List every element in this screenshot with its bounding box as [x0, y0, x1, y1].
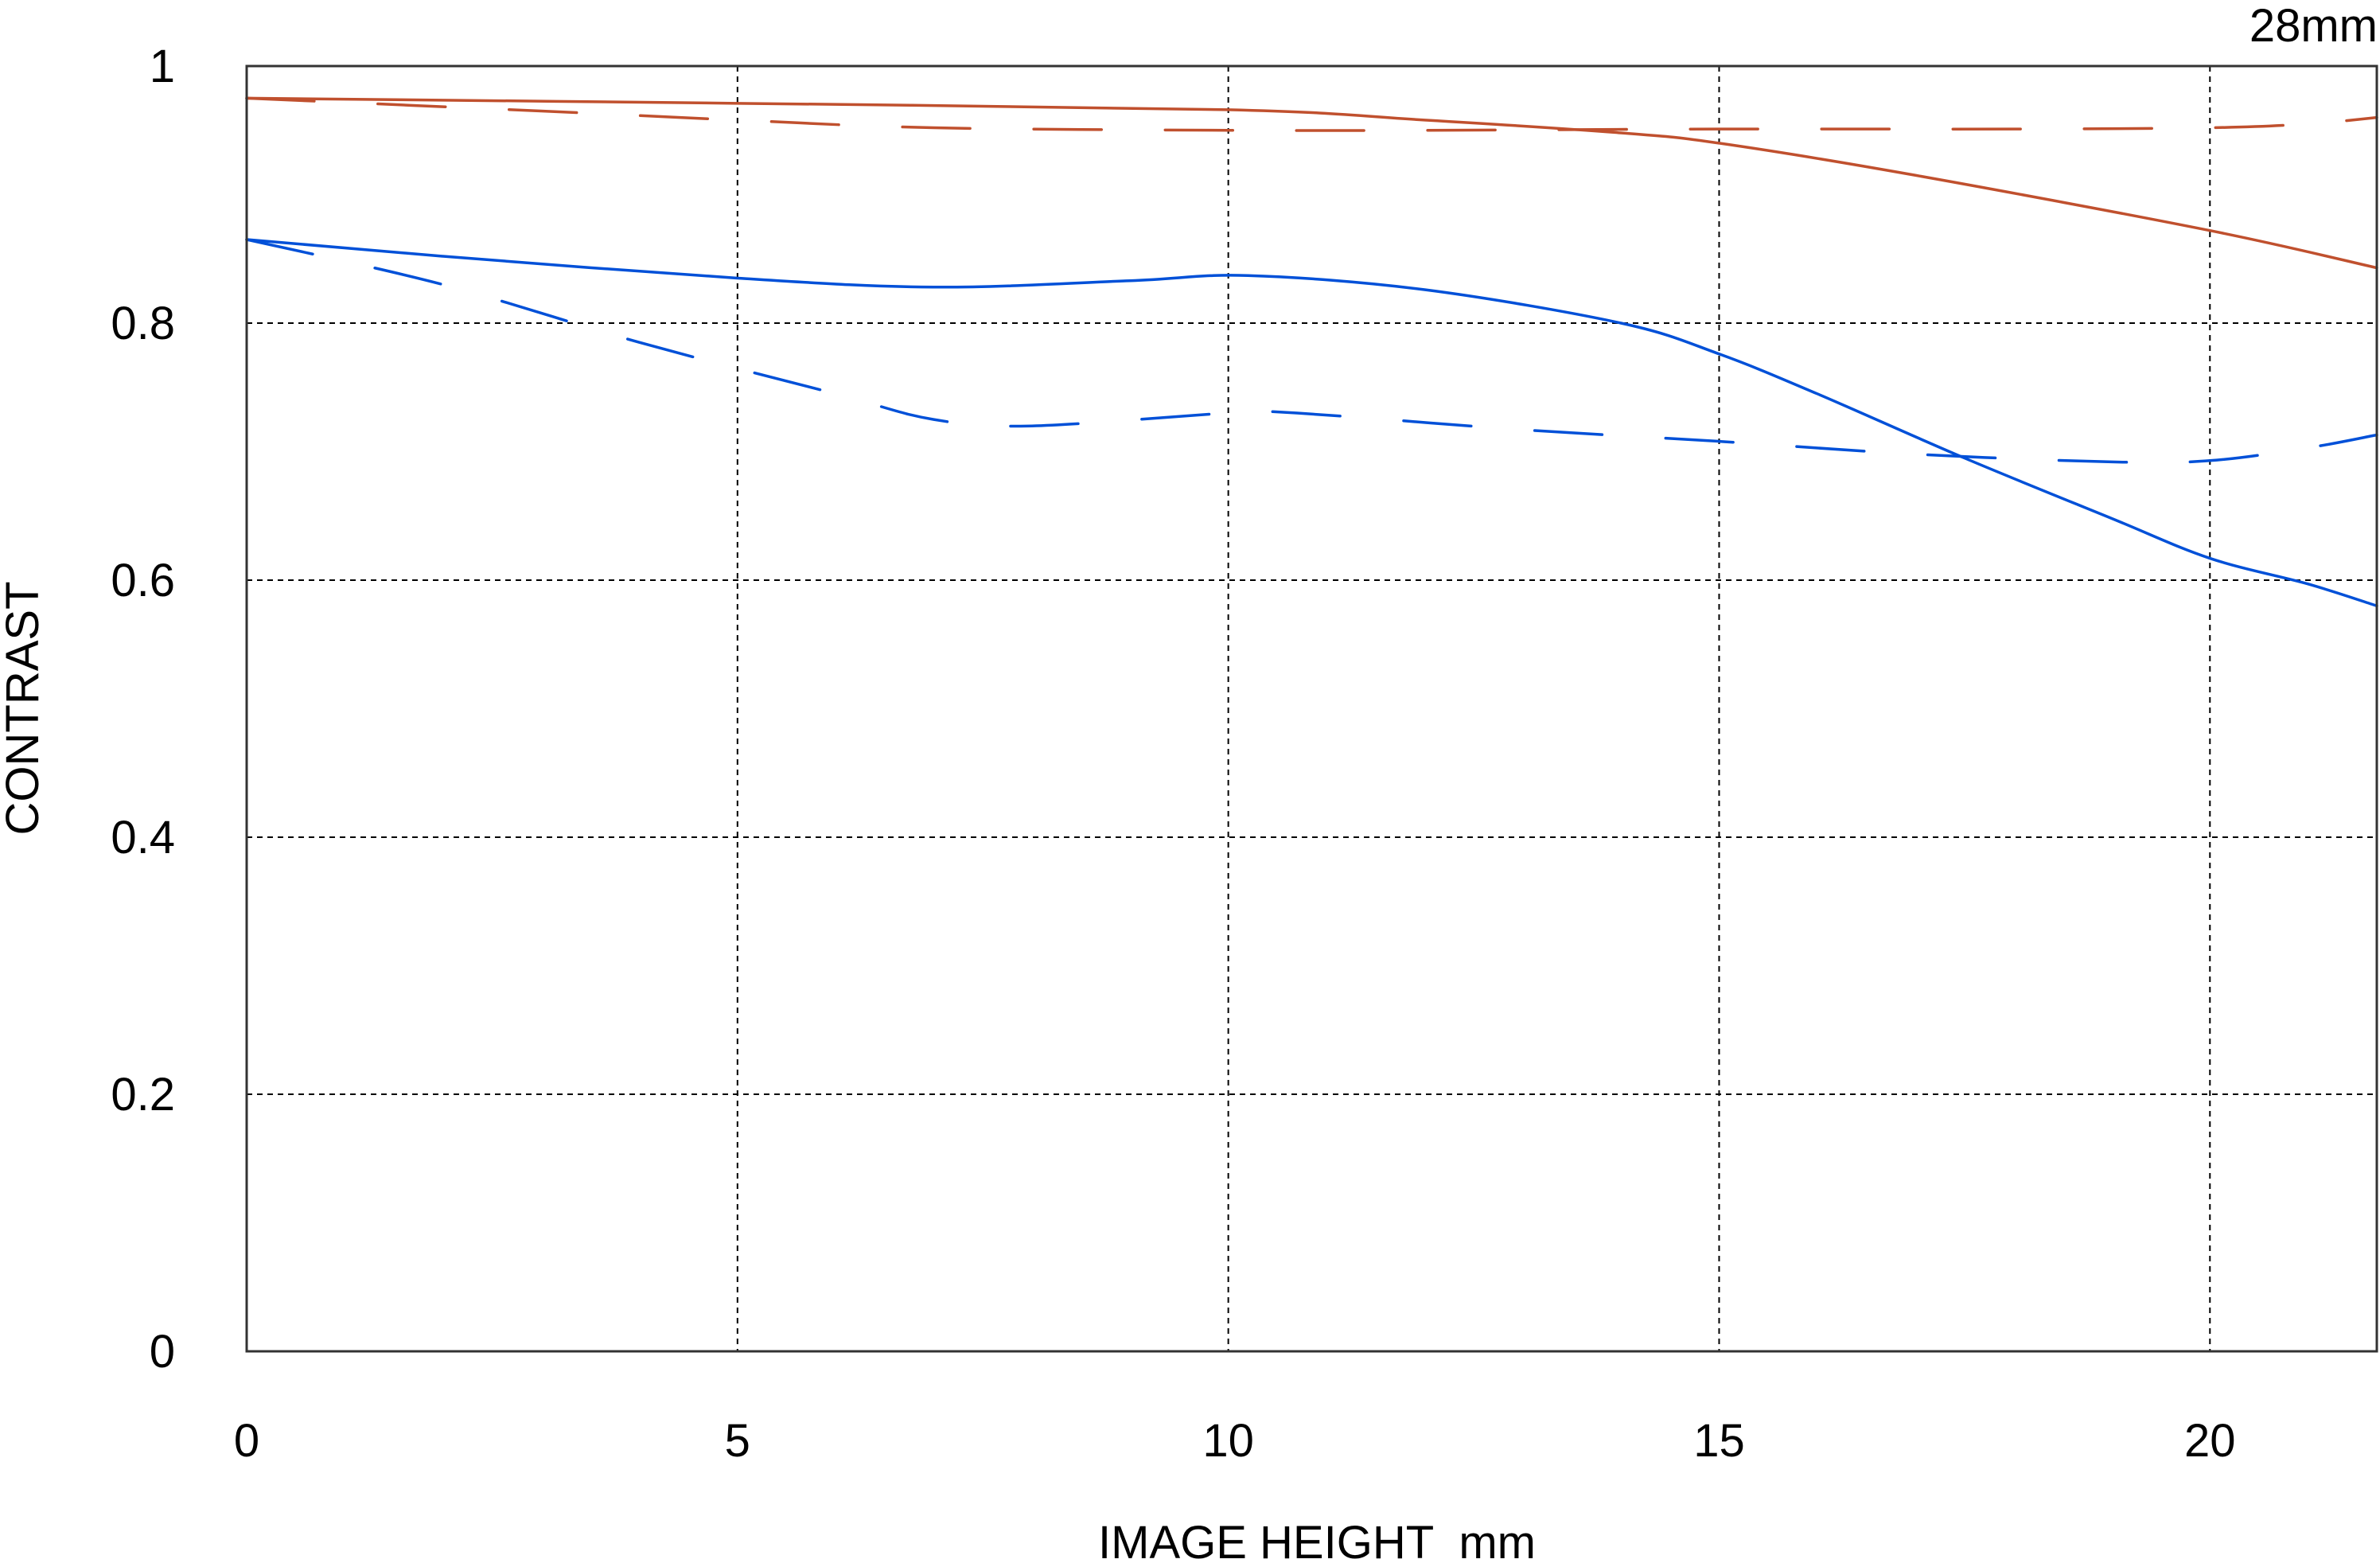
y-axis-label: CONTRAST [0, 582, 49, 836]
x-tick-label: 0 [234, 1415, 259, 1467]
series-line-4-dashed [245, 238, 2378, 465]
series-line-2-dashed [245, 96, 2378, 132]
x-tick-label: 5 [725, 1415, 750, 1467]
y-tick-label: 0 [150, 1326, 175, 1378]
x-tick-label: 20 [2184, 1415, 2236, 1467]
chart-title: 28mm [2250, 0, 2378, 52]
x-tick-label: 10 [1202, 1415, 1254, 1467]
x-tick-label: 15 [1693, 1415, 1745, 1467]
x-tick-labels: 0 5 10 15 20 [234, 1415, 2236, 1467]
y-tick-label: 1 [150, 41, 175, 92]
series-lines [245, 96, 2378, 608]
y-tick-label: 0.6 [111, 555, 175, 606]
plot-frame [245, 64, 2378, 1353]
y-tick-label: 0.4 [111, 812, 175, 863]
x-axis-label: IMAGE HEIGHT mm [1098, 1517, 1536, 1563]
gridlines [247, 66, 2377, 1351]
y-tick-label: 0.2 [111, 1069, 175, 1121]
y-tick-labels: 0 0.2 0.4 0.6 0.8 1 [111, 41, 175, 1378]
y-tick-label: 0.8 [111, 298, 175, 349]
series-line-1-solid [245, 96, 2378, 270]
series-line-3-solid [245, 238, 2378, 608]
